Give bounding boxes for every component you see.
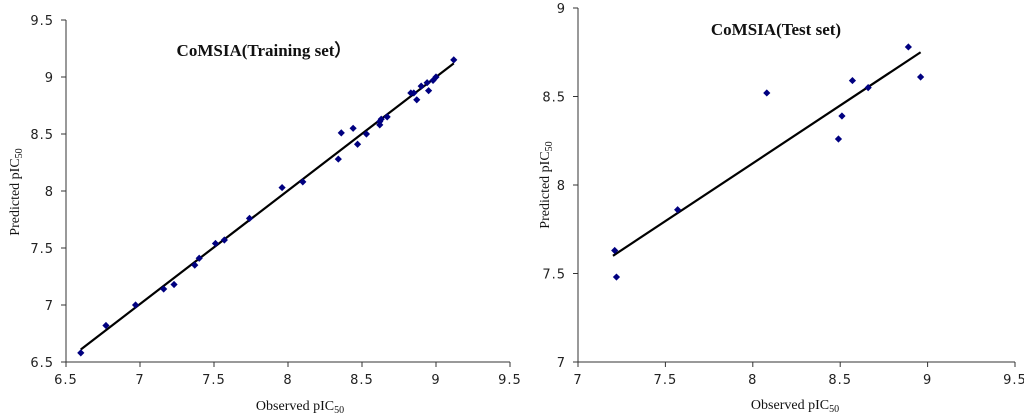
- data-point: [77, 349, 85, 357]
- x-tick-label: 8: [748, 373, 757, 388]
- data-point: [612, 273, 621, 281]
- data-point: [425, 87, 433, 95]
- y-tick-label: 8.5: [542, 91, 566, 106]
- y-tick-label: 7.5: [30, 242, 54, 257]
- data-point: [834, 135, 843, 143]
- data-point: [838, 112, 846, 120]
- y-tick-label: 7.5: [542, 268, 566, 283]
- data-point: [763, 89, 771, 97]
- data-point: [413, 96, 421, 104]
- data-point: [245, 214, 254, 222]
- x-tick-label: 8.5: [828, 373, 852, 388]
- y-tick-label: 9: [45, 71, 54, 86]
- data-point: [377, 115, 385, 123]
- x-tick-label: 7.5: [202, 373, 226, 388]
- regression-line: [612, 51, 922, 257]
- plot-area: 7 7.5 8 8.5 9 9.5 7 7.5 8 8.5 9: [542, 2, 1024, 388]
- test-set-chart: 7 7.5 8 8.5 9 9.5 7 7.5 8 8.5 9 CoMSIA(Test set) O…: [530, 0, 1024, 417]
- chart-title: CoMSIA(Training set）: [177, 40, 352, 60]
- y-tick-label: 6.5: [30, 356, 54, 371]
- data-point: [450, 56, 458, 64]
- x-tick-label: 7.5: [654, 373, 678, 388]
- data-point: [160, 285, 168, 293]
- x-axis-label: Observed pIC50: [751, 398, 839, 415]
- y-tick-label: 7: [557, 356, 566, 371]
- data-point: [353, 140, 362, 148]
- y-axis-label: Predicted pIC50: [538, 141, 555, 228]
- data-point: [674, 206, 682, 214]
- y-axis-label: Predicted pIC50: [8, 148, 25, 235]
- data-point: [195, 254, 203, 262]
- y-tick-label: 9: [557, 2, 566, 17]
- regression-line: [80, 62, 455, 351]
- test-chart-svg: 7 7.5 8 8.5 9 9.5 7 7.5 8 8.5 9 CoMSIA(Test set) O…: [538, 2, 1024, 415]
- data-point: [102, 321, 110, 330]
- training-chart-svg: 6.5 7 7.5 8 8.5 9 9.5 6.5 7 7.5 8 8.5 9 9.5 CoMSIA(Tr…: [8, 14, 522, 416]
- data-point: [904, 43, 912, 51]
- x-tick-label: 8.5: [350, 373, 374, 388]
- data-point: [417, 82, 425, 90]
- x-tick-label: 8: [283, 373, 292, 388]
- data-point: [362, 130, 371, 138]
- x-tick-label: 9: [431, 373, 440, 388]
- data-point: [337, 129, 345, 137]
- data-point: [334, 155, 342, 163]
- x-tick-label: 7: [573, 373, 582, 388]
- data-point: [423, 79, 431, 87]
- plot-area: 6.5 7 7.5 8 8.5 9 9.5 6.5 7 7.5 8 8.5 9 9.5: [30, 14, 522, 388]
- y-tick-label: 8: [45, 185, 54, 200]
- data-point: [170, 280, 178, 289]
- data-point: [917, 73, 925, 81]
- data-point: [211, 239, 220, 248]
- data-point: [349, 124, 357, 132]
- x-tick-label: 9.5: [498, 373, 522, 388]
- y-tick-label: 8: [557, 179, 566, 194]
- data-point: [864, 84, 872, 92]
- training-set-chart: 6.5 7 7.5 8 8.5 9 9.5 6.5 7 7.5 8 8.5 9 9.5 CoMSIA(Tr…: [8, 14, 522, 416]
- data-point: [299, 178, 307, 186]
- data-point: [848, 76, 857, 85]
- x-tick-label: 7: [135, 373, 144, 388]
- x-tick-label: 9.5: [1003, 373, 1024, 388]
- data-point: [611, 246, 619, 255]
- y-tick-label: 8.5: [30, 128, 54, 143]
- data-point: [191, 261, 199, 269]
- y-tick-label: 9.5: [30, 14, 54, 29]
- data-point: [131, 301, 140, 309]
- chart-title: CoMSIA(Test set): [711, 20, 841, 39]
- data-point: [383, 113, 391, 121]
- x-tick-label: 6.5: [54, 373, 78, 388]
- data-point: [429, 76, 437, 85]
- x-axis-label: Observed pIC50: [256, 399, 344, 416]
- data-point: [410, 89, 418, 97]
- x-tick-label: 9: [923, 373, 932, 388]
- data-point: [432, 73, 440, 81]
- data-point: [220, 236, 228, 244]
- data-point: [278, 183, 286, 192]
- y-tick-label: 7: [45, 299, 54, 314]
